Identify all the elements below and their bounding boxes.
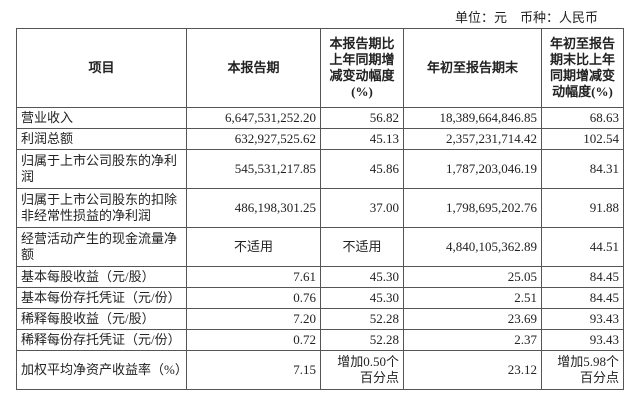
row-value: 0.72	[186, 329, 321, 351]
row-value: 44.51	[541, 227, 624, 267]
row-value: 84.45	[541, 287, 624, 309]
row-value: 1,798,695,202.76	[403, 188, 542, 228]
row-value: 0.76	[186, 287, 321, 309]
table-row: 归属于上市公司股东的净利润 545,531,217.85 45.86 1,787,20…	[16, 149, 624, 189]
table-row: 营业收入 6,647,531,252.20 56.82 18,389,664,846.…	[16, 107, 624, 129]
row-value: 7.15	[186, 350, 321, 390]
row-value: 25.05	[403, 266, 542, 288]
row-label: 基本每份存托凭证（元/份）	[16, 287, 187, 309]
row-value: 68.63	[541, 107, 624, 129]
table-header-row: 项目 本报告期 本报告期比上年同期增减变动幅度(%) 年初至报告期末 年初至报告…	[16, 28, 624, 108]
row-value: 不适用	[320, 227, 404, 267]
row-label: 加权平均净资产收益率（%）	[16, 350, 188, 390]
row-label: 基本每股收益（元/股）	[16, 266, 187, 288]
row-value: 1,787,203,046.19	[403, 149, 542, 189]
table-row: 经营活动产生的现金流量净额 不适用 不适用 4,840,105,362.89 44.51	[16, 227, 624, 267]
row-value: 增加5.98个百分点	[541, 350, 624, 390]
row-value: 93.43	[541, 308, 624, 330]
row-value: 102.54	[541, 128, 624, 150]
row-value: 不适用	[186, 227, 321, 267]
header-current-change: 本报告期比上年同期增减变动幅度(%)	[320, 28, 404, 108]
row-value: 91.88	[541, 188, 624, 228]
header-item: 项目	[16, 28, 187, 108]
table-row: 利润总额 632,927,525.62 45.13 2,357,231,714.42 1…	[16, 128, 624, 150]
row-value: 23.12	[403, 350, 542, 390]
row-value: 18,389,664,846.85	[403, 107, 542, 129]
row-value: 52.28	[320, 308, 404, 330]
row-value: 增加0.50个百分点	[320, 350, 404, 390]
row-value: 23.69	[403, 308, 542, 330]
row-value: 2.37	[403, 329, 542, 351]
header-ytd-change: 年初至报告期末比上年同期增减变动幅度(%)	[541, 28, 624, 108]
row-label: 稀释每股收益（元/股）	[16, 308, 187, 330]
row-value: 84.31	[541, 149, 624, 189]
row-value: 7.61	[186, 266, 321, 288]
row-value: 545,531,217.85	[186, 149, 321, 189]
row-value: 56.82	[320, 107, 404, 129]
unit-currency-note: 单位：元 币种：人民币	[454, 10, 598, 25]
row-label: 利润总额	[16, 128, 187, 150]
row-value: 7.20	[186, 308, 321, 330]
row-value: 632,927,525.62	[186, 128, 321, 150]
row-value: 45.13	[320, 128, 404, 150]
row-value: 37.00	[320, 188, 404, 228]
table-row: 基本每份存托凭证（元/份） 0.76 45.30 2.51 84.45	[16, 287, 624, 309]
table-row: 稀释每股收益（元/股） 7.20 52.28 23.69 93.43	[16, 308, 624, 330]
table-row: 归属于上市公司股东的扣除非经常性损益的净利润 486,198,301.25 37.0…	[16, 188, 624, 228]
table-row: 加权平均净资产收益率（%） 7.15 增加0.50个百分点 23.12 增加5.98个百…	[16, 350, 624, 390]
header-ytd: 年初至报告期末	[403, 28, 542, 108]
row-value: 45.86	[320, 149, 404, 189]
row-label: 归属于上市公司股东的净利润	[16, 149, 187, 189]
row-label: 营业收入	[16, 107, 187, 129]
row-value: 84.45	[541, 266, 624, 288]
table-row: 稀释每份存托凭证（元/份） 0.72 52.28 2.37 93.43	[16, 329, 624, 351]
row-label: 归属于上市公司股东的扣除非经常性损益的净利润	[16, 188, 187, 228]
header-current-period: 本报告期	[186, 28, 321, 108]
row-label: 经营活动产生的现金流量净额	[16, 227, 187, 267]
row-value: 486,198,301.25	[186, 188, 321, 228]
row-value: 6,647,531,252.20	[186, 107, 321, 129]
row-value: 45.30	[320, 287, 404, 309]
table-row: 基本每股收益（元/股） 7.61 45.30 25.05 84.45	[16, 266, 624, 288]
row-value: 2,357,231,714.42	[403, 128, 542, 150]
financial-data-table: 项目 本报告期 本报告期比上年同期增减变动幅度(%) 年初至报告期末 年初至报告…	[16, 28, 624, 390]
row-value: 45.30	[320, 266, 404, 288]
row-value: 52.28	[320, 329, 404, 351]
row-label: 稀释每份存托凭证（元/份）	[16, 329, 187, 351]
row-value: 2.51	[403, 287, 542, 309]
row-value: 4,840,105,362.89	[403, 227, 542, 267]
row-value: 93.43	[541, 329, 624, 351]
